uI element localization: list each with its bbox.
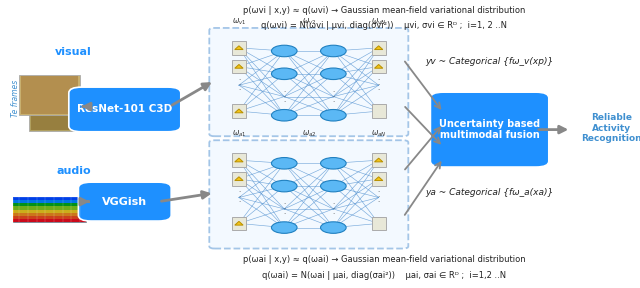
- Circle shape: [271, 109, 297, 121]
- Text: ·
·
·: · · ·: [378, 190, 380, 206]
- Circle shape: [271, 180, 297, 192]
- Bar: [13, 197, 86, 200]
- Text: q(ωai) = N(ωai | μai, diag(σai²))    μai, σai ∈ Rᴰ ;  i=1,2 ..N: q(ωai) = N(ωai | μai, diag(σai²)) μai, σ…: [262, 270, 506, 280]
- Text: ·
·
·: · · ·: [283, 201, 285, 217]
- Bar: [372, 41, 386, 55]
- Text: audio: audio: [56, 166, 91, 176]
- Text: ·
·
·: · · ·: [332, 89, 335, 105]
- Text: $\omega_{v2}$: $\omega_{v2}$: [301, 16, 316, 27]
- Bar: [372, 153, 386, 167]
- Bar: [13, 203, 86, 206]
- Bar: [13, 206, 86, 210]
- Bar: [372, 172, 386, 186]
- Bar: [372, 60, 386, 73]
- Circle shape: [271, 158, 297, 169]
- Circle shape: [271, 222, 297, 233]
- Polygon shape: [374, 158, 383, 162]
- Text: $\omega_{aN}$: $\omega_{aN}$: [371, 129, 387, 139]
- Text: ·
·
·: · · ·: [332, 201, 335, 217]
- Polygon shape: [235, 158, 243, 162]
- Circle shape: [271, 68, 297, 79]
- Circle shape: [321, 180, 346, 192]
- Text: $\omega_{vN}$: $\omega_{vN}$: [371, 16, 387, 27]
- Bar: [372, 104, 386, 118]
- Bar: [29, 91, 90, 131]
- Text: Reliable
Activity
Recognition: Reliable Activity Recognition: [581, 113, 640, 143]
- Bar: [13, 200, 86, 203]
- Bar: [232, 217, 246, 230]
- Circle shape: [321, 222, 346, 233]
- Text: ·
·
·: · · ·: [238, 77, 240, 93]
- FancyBboxPatch shape: [209, 140, 408, 249]
- Bar: [13, 213, 86, 216]
- Polygon shape: [235, 65, 243, 68]
- Text: p(ωai | x,y) ≈ q(ωai) → Gaussian mean-field variational distribution: p(ωai | x,y) ≈ q(ωai) → Gaussian mean-fi…: [243, 255, 525, 264]
- Polygon shape: [235, 46, 243, 50]
- Text: ya ~ Categorical {fω_a(xa)}: ya ~ Categorical {fω_a(xa)}: [426, 188, 554, 198]
- Bar: [13, 210, 86, 213]
- Polygon shape: [374, 177, 383, 181]
- Text: ·
·
·: · · ·: [378, 77, 380, 93]
- Polygon shape: [235, 221, 243, 225]
- Text: q(ωvi) = N(ωvi | μvi, diag(σvi²))    μvi, σvi ∈ Rᴰ ;  i=1, 2 ..N: q(ωvi) = N(ωvi | μvi, diag(σvi²)) μvi, σ…: [261, 21, 507, 31]
- Bar: [232, 153, 246, 167]
- Bar: [232, 60, 246, 73]
- FancyBboxPatch shape: [69, 87, 181, 132]
- Text: ·
·
·: · · ·: [238, 190, 240, 206]
- Text: Te frames: Te frames: [12, 79, 20, 117]
- Text: visual: visual: [55, 47, 92, 57]
- Bar: [21, 76, 78, 114]
- Text: p(ωvi | x,y) ≈ q(ωvi) → Gaussian mean-field variational distribution: p(ωvi | x,y) ≈ q(ωvi) → Gaussian mean-fi…: [243, 5, 525, 15]
- Bar: [372, 217, 386, 230]
- Text: yv ~ Categorical {fω_v(xp)}: yv ~ Categorical {fω_v(xp)}: [426, 57, 554, 67]
- Bar: [232, 104, 246, 118]
- Bar: [31, 92, 88, 130]
- Circle shape: [321, 109, 346, 121]
- Text: ResNet-101 C3D: ResNet-101 C3D: [77, 105, 172, 114]
- Polygon shape: [235, 177, 243, 181]
- Bar: [13, 219, 86, 222]
- Text: $\omega_{a1}$: $\omega_{a1}$: [232, 129, 246, 139]
- Bar: [13, 216, 86, 219]
- Circle shape: [321, 68, 346, 79]
- Circle shape: [271, 45, 297, 57]
- Polygon shape: [235, 109, 243, 113]
- Text: ·
·
·: · · ·: [283, 89, 285, 105]
- FancyBboxPatch shape: [79, 182, 172, 221]
- FancyBboxPatch shape: [209, 28, 408, 136]
- FancyBboxPatch shape: [430, 92, 548, 167]
- Polygon shape: [374, 46, 383, 50]
- Text: $\omega_{v1}$: $\omega_{v1}$: [232, 16, 246, 27]
- Text: VGGish: VGGish: [102, 197, 147, 206]
- Text: $\omega_{a2}$: $\omega_{a2}$: [301, 129, 316, 139]
- Bar: [232, 172, 246, 186]
- Bar: [232, 41, 246, 55]
- Polygon shape: [374, 65, 383, 68]
- Text: Uncertainty based
multimodal fusion: Uncertainty based multimodal fusion: [439, 119, 540, 141]
- Bar: [19, 75, 80, 115]
- Circle shape: [321, 45, 346, 57]
- Circle shape: [321, 158, 346, 169]
- Bar: [13, 197, 86, 222]
